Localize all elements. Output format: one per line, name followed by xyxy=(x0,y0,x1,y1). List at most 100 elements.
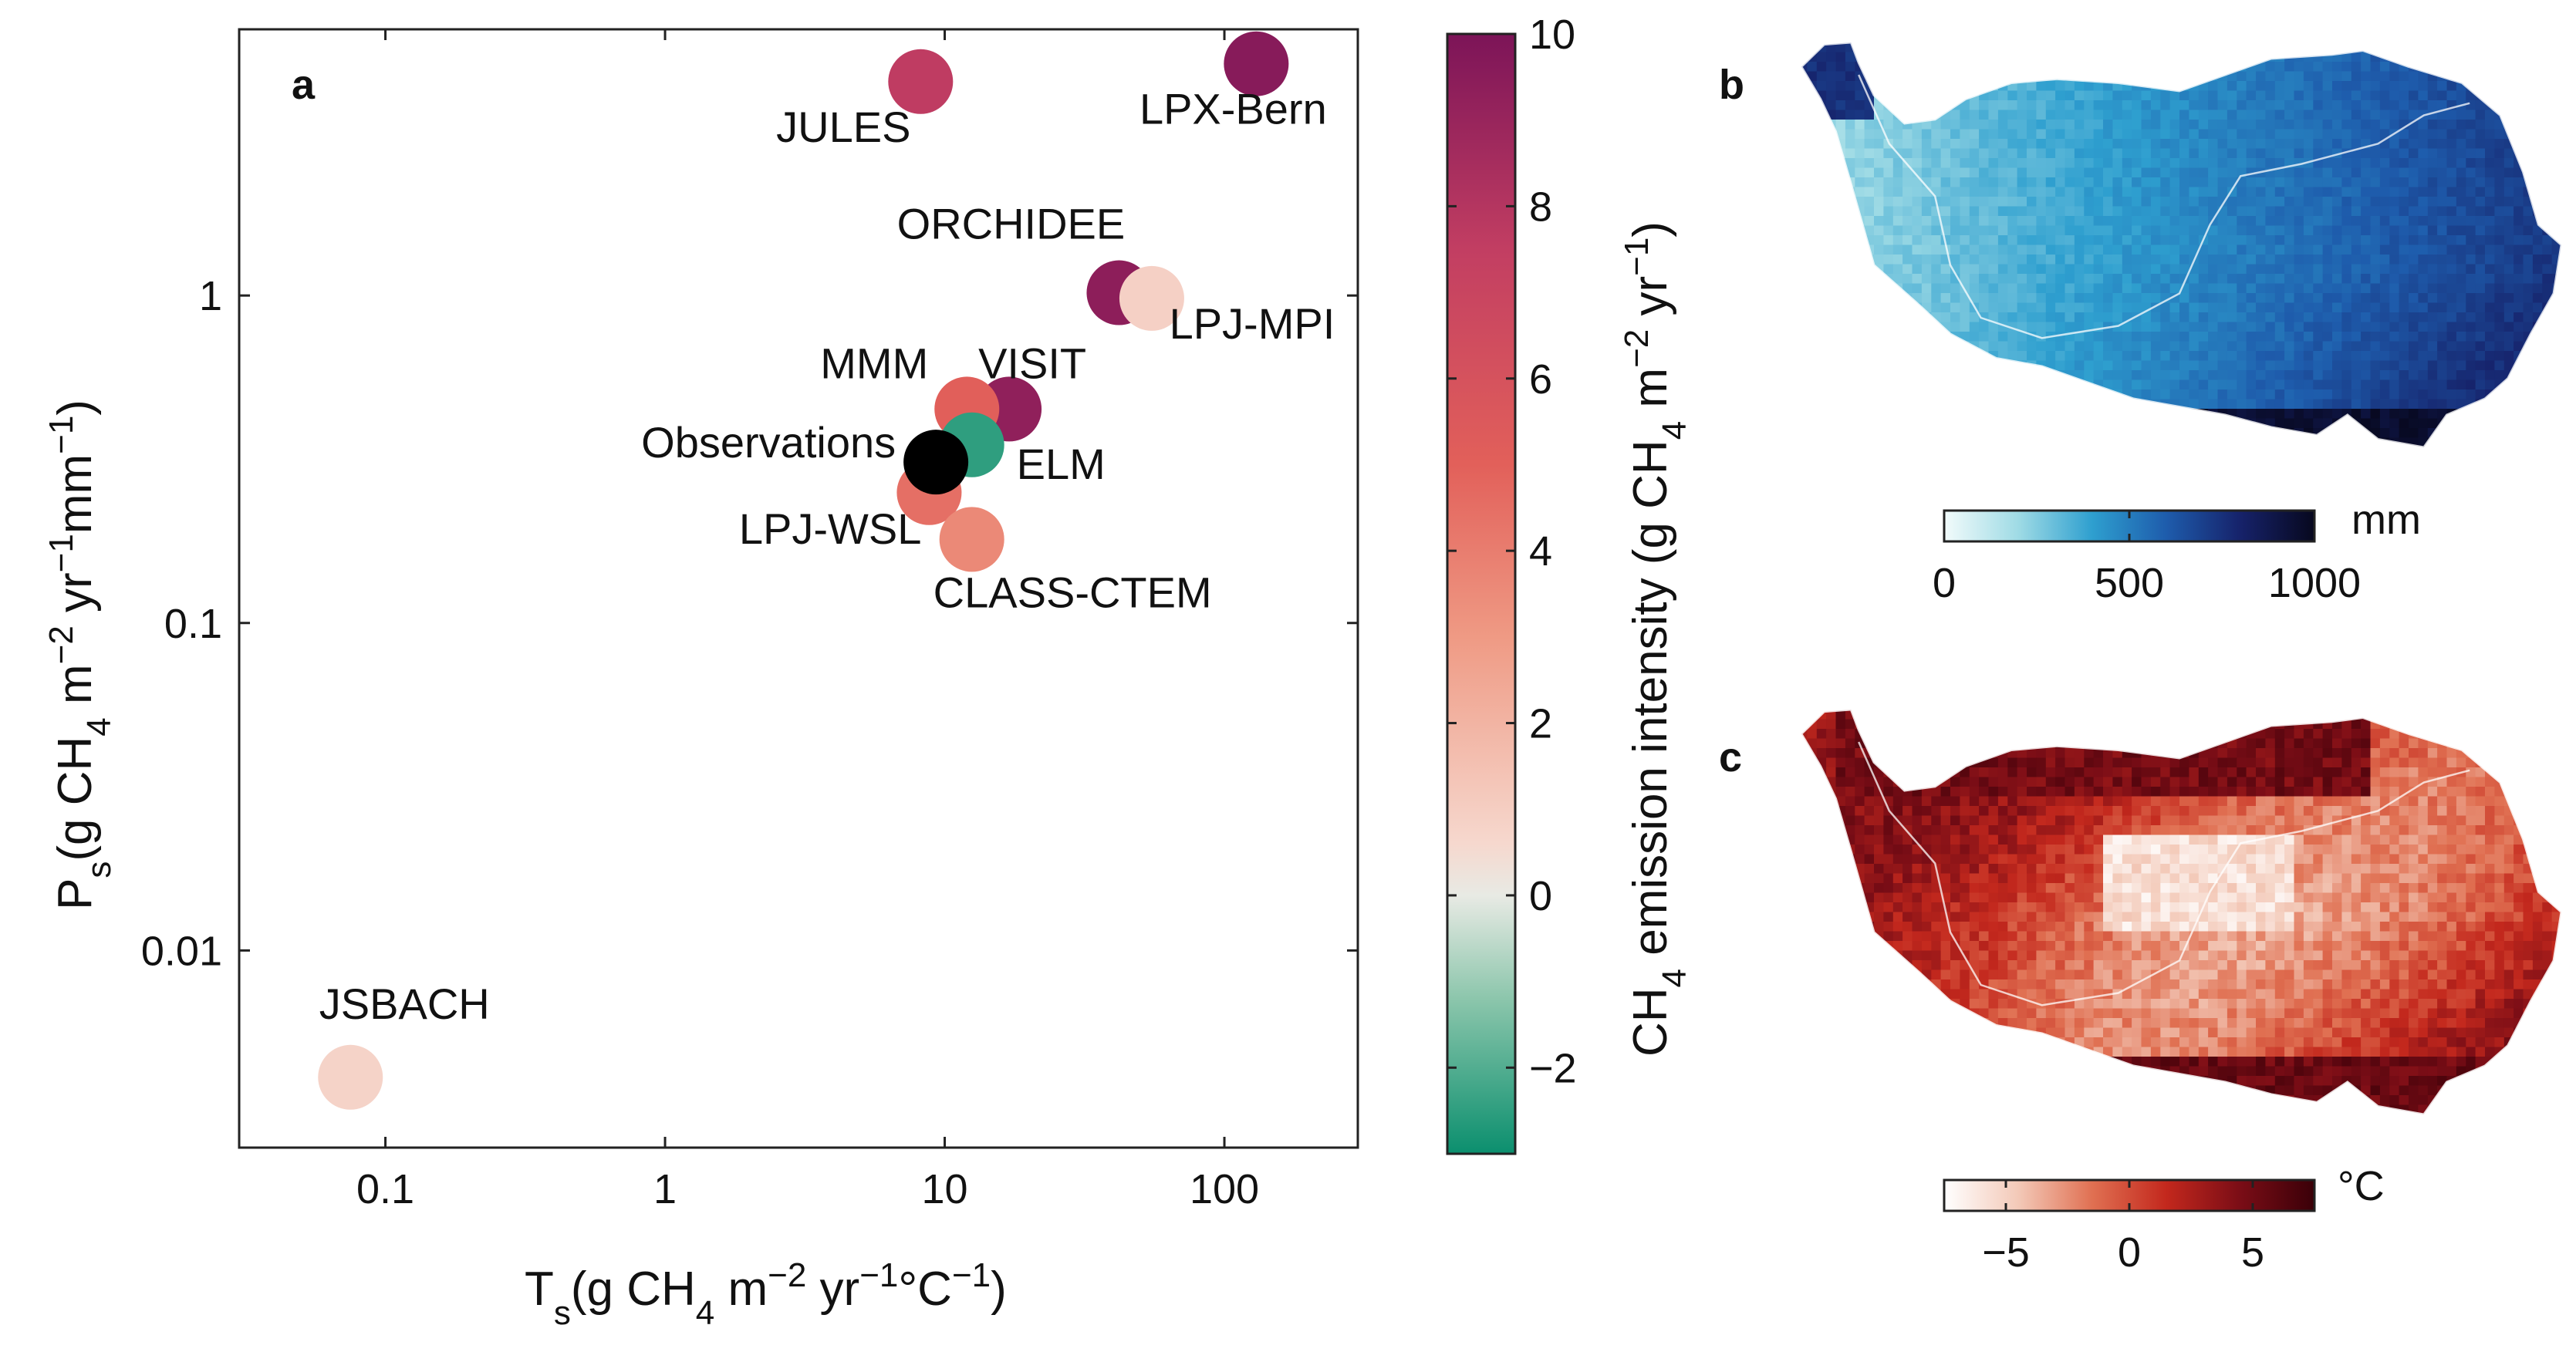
map-cell xyxy=(2045,379,2056,390)
map-cell xyxy=(2485,351,2495,362)
map-cell xyxy=(2027,206,2037,217)
map-cell xyxy=(2503,255,2514,265)
map-cell xyxy=(2370,389,2381,400)
map-cell xyxy=(2074,110,2085,120)
map-cell xyxy=(1979,409,1990,420)
map-cell xyxy=(2217,399,2228,410)
map-cell xyxy=(2494,167,2505,178)
map-cell xyxy=(1960,81,1970,92)
map-cell xyxy=(1874,225,1884,236)
map-cell xyxy=(2389,873,2400,884)
map-cell xyxy=(1807,437,1818,447)
map-cell xyxy=(2179,351,2189,362)
map-cell xyxy=(1855,399,1865,410)
map-cell xyxy=(2169,883,2180,894)
map-cell xyxy=(1874,719,1884,730)
map-cell xyxy=(2351,255,2362,265)
map-cell xyxy=(2103,738,2113,749)
map-cell xyxy=(2055,883,2066,894)
map-cell xyxy=(2227,235,2237,246)
map-cell xyxy=(2045,796,2056,807)
map-cell xyxy=(2485,428,2495,439)
map-cell xyxy=(1801,787,1808,797)
map-cell xyxy=(2456,360,2466,371)
map-cell xyxy=(2160,129,2171,140)
map-cell xyxy=(1997,854,2008,865)
map-cell xyxy=(1979,264,1990,275)
map-cell xyxy=(1997,312,2008,323)
map-cell xyxy=(2217,62,2228,72)
map-cell xyxy=(1950,158,1960,169)
map-cell xyxy=(1845,806,1855,817)
map-cell xyxy=(1950,148,1960,159)
map-cell xyxy=(2246,825,2257,836)
map-cell xyxy=(1969,825,1980,836)
map-cell xyxy=(2303,177,2314,188)
map-cell xyxy=(2169,264,2180,275)
map-cell xyxy=(2246,399,2257,410)
map-cell xyxy=(2446,873,2457,884)
map-cell xyxy=(2237,139,2247,150)
map-cell xyxy=(2303,399,2314,410)
map-cell xyxy=(2150,129,2161,140)
map-cell xyxy=(1988,341,1999,352)
map-cell xyxy=(2179,360,2189,371)
map-cell xyxy=(2456,796,2466,807)
colorbar-title: CH4 emission intensity (g CH4 m−2 yr−1) xyxy=(1618,221,1693,1057)
map-cell xyxy=(2284,437,2295,447)
map-cell xyxy=(2322,437,2333,447)
map-cell xyxy=(2475,283,2486,294)
map-cell xyxy=(1864,283,1875,294)
map-cell xyxy=(2017,796,2027,807)
map-cell xyxy=(1931,177,1942,188)
map-cell xyxy=(2112,399,2123,410)
map-cell xyxy=(2456,418,2466,429)
map-cell xyxy=(2179,710,2189,720)
map-cell xyxy=(2361,129,2372,140)
map-cell xyxy=(2370,332,2381,342)
map-cell xyxy=(2169,322,2180,332)
map-cell xyxy=(1892,167,1903,178)
map-cell xyxy=(1921,370,1932,381)
map-cell xyxy=(2150,748,2161,759)
map-cell xyxy=(2074,52,2085,62)
map-cell xyxy=(2036,777,2047,787)
map-cell xyxy=(2475,379,2486,390)
map-cell xyxy=(2341,428,2352,439)
map-cell xyxy=(1940,52,1951,62)
map-cell xyxy=(2036,710,2047,720)
map-cell xyxy=(2294,748,2304,759)
map-cell xyxy=(1960,167,1970,178)
map-cell xyxy=(2456,42,2466,53)
map-cell xyxy=(2103,796,2113,807)
map-cell xyxy=(2027,244,2037,255)
map-cell xyxy=(2475,42,2486,53)
map-cell xyxy=(1940,42,1951,53)
map-cell xyxy=(2179,110,2189,120)
map-cell xyxy=(2379,62,2390,72)
map-cell xyxy=(2055,293,2066,304)
map-cell xyxy=(2399,274,2409,285)
map-cell xyxy=(1988,110,1999,120)
map-cell xyxy=(2198,738,2209,749)
map-cell xyxy=(2418,845,2429,855)
map-cell xyxy=(2217,158,2228,169)
map-cell xyxy=(2361,81,2372,92)
map-cell xyxy=(2150,428,2161,439)
map-cell xyxy=(2361,235,2372,246)
map-cell xyxy=(2036,845,2047,855)
map-cell xyxy=(2074,244,2085,255)
map-cell xyxy=(2437,110,2448,120)
map-cell xyxy=(2208,158,2219,169)
map-cell xyxy=(2065,757,2075,768)
map-cell xyxy=(2103,139,2113,150)
map-cell xyxy=(2437,42,2448,53)
map-cell xyxy=(2446,757,2457,768)
map-cell xyxy=(2475,206,2486,217)
map-cell xyxy=(2074,845,2085,855)
map-cell xyxy=(1902,62,1913,72)
map-cell xyxy=(1960,719,1970,730)
map-cell xyxy=(2036,787,2047,797)
map-cell xyxy=(1883,225,1894,236)
map-cell xyxy=(2237,351,2247,362)
